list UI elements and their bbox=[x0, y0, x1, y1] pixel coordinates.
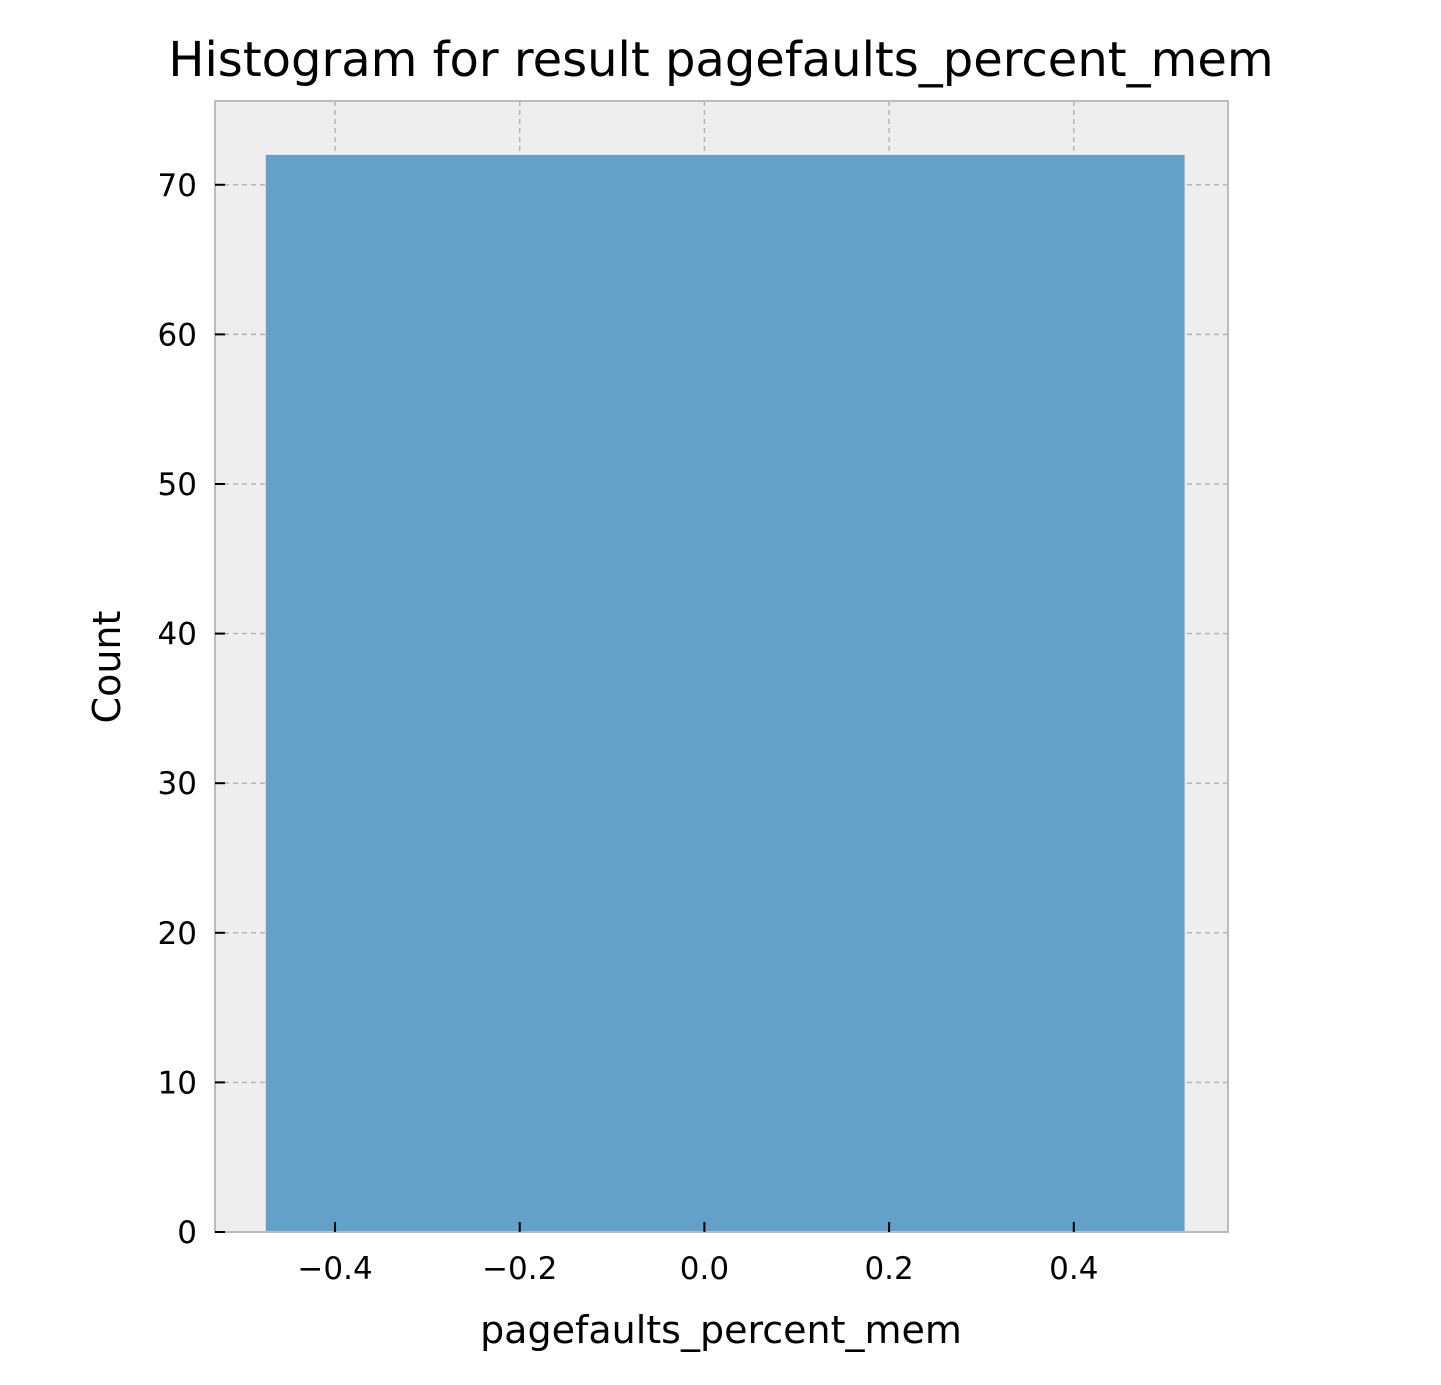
y-tick-label: 40 bbox=[158, 617, 197, 653]
plot-frame bbox=[214, 100, 1229, 1233]
y-tick-label: 0 bbox=[177, 1215, 197, 1251]
x-axis-ticks: −0.4 −0.2 0.0 0.2 0.4 bbox=[297, 1222, 1098, 1287]
y-tick-label: 60 bbox=[158, 317, 197, 353]
y-tick-label: 10 bbox=[158, 1065, 197, 1101]
histogram-bar bbox=[265, 154, 1185, 1232]
x-tick-label: −0.4 bbox=[297, 1251, 372, 1287]
x-tick-label: −0.2 bbox=[482, 1251, 557, 1287]
y-axis-ticks: 0 10 20 30 40 50 60 70 bbox=[158, 168, 225, 1251]
x-tick-label: 0.0 bbox=[680, 1251, 729, 1287]
y-axis-label: Count bbox=[85, 611, 129, 724]
y-tick-label: 50 bbox=[158, 467, 197, 503]
y-tick-label: 20 bbox=[158, 916, 197, 952]
x-axis-label: pagefaults_percent_mem bbox=[480, 1308, 962, 1352]
y-tick-label: 70 bbox=[158, 168, 197, 204]
bars bbox=[265, 154, 1185, 1232]
chart-title: Histogram for result pagefaults_percent_… bbox=[168, 32, 1273, 88]
y-tick-label: 30 bbox=[158, 766, 197, 802]
x-tick-label: 0.4 bbox=[1049, 1251, 1098, 1287]
x-tick-label: 0.2 bbox=[864, 1251, 913, 1287]
